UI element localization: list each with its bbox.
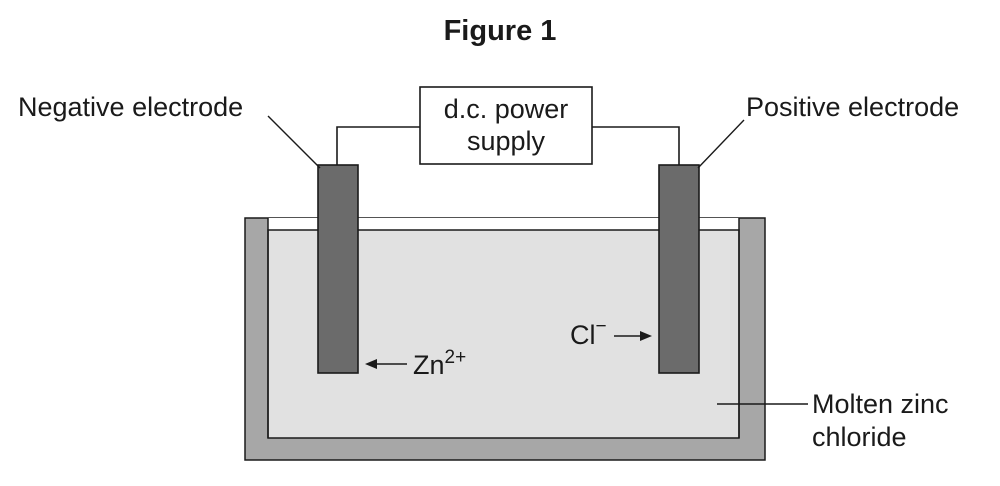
power-supply-label-line1: d.c. power: [444, 94, 569, 124]
negative-wire: [336, 126, 420, 165]
chloride-ion-arrowhead: [640, 331, 652, 341]
power-supply-label-line2: supply: [467, 126, 546, 156]
zinc-ion-charge: 2+: [445, 347, 467, 368]
chloride-ion-label: Cl−: [570, 316, 607, 350]
negative-electrode-leader: [267, 115, 321, 169]
positive-electrode: [658, 164, 700, 374]
positive-electrode-leader: [697, 119, 745, 169]
zinc-ion-arrowhead: [365, 359, 377, 369]
positive-electrode-label: Positive electrode: [746, 92, 959, 122]
zinc-ion-label: Zn2+: [413, 347, 466, 380]
electrolyte-label-line2: chloride: [812, 422, 907, 452]
negative-electrode: [317, 164, 359, 374]
zinc-ion-symbol: Zn: [413, 350, 445, 380]
power-supply-box: [419, 86, 593, 165]
electrolyte-label-line1: Molten zinc: [812, 389, 949, 419]
chloride-ion-charge: −: [596, 316, 607, 337]
figure-title: Figure 1: [444, 15, 557, 47]
chloride-ion-symbol: Cl: [570, 320, 596, 350]
negative-electrode-label: Negative electrode: [18, 92, 243, 122]
positive-wire: [592, 126, 680, 165]
